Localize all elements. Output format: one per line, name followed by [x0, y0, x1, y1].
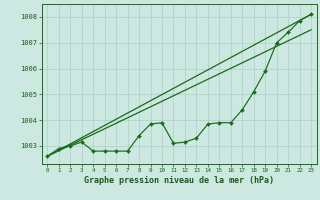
X-axis label: Graphe pression niveau de la mer (hPa): Graphe pression niveau de la mer (hPa) [84, 176, 274, 185]
